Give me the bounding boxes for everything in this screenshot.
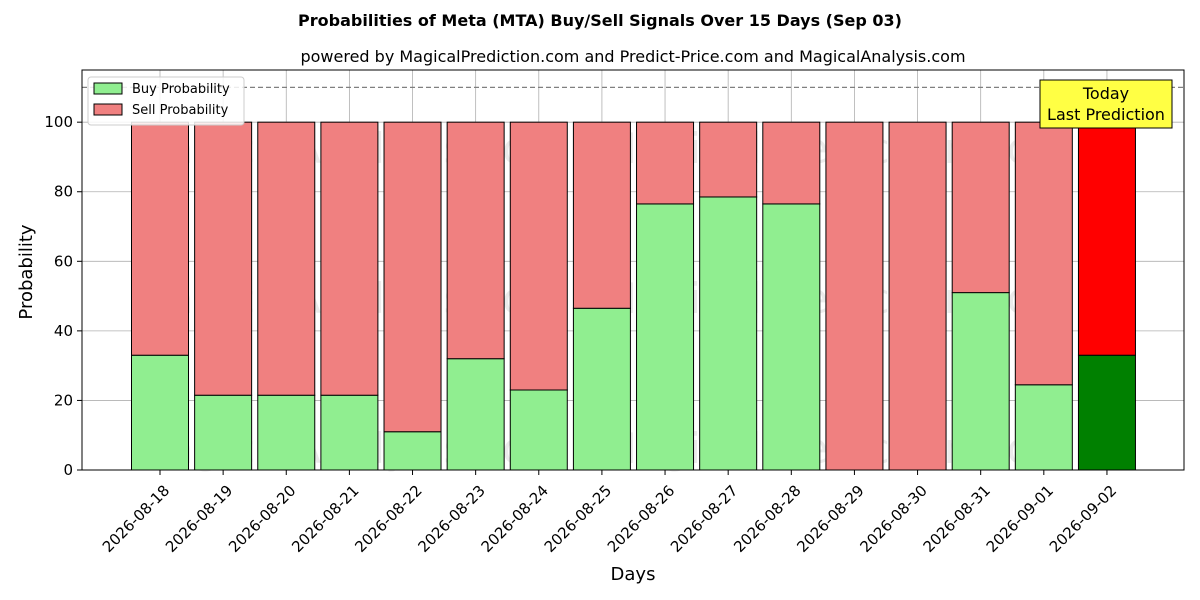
x-axis-label: Days [611, 564, 656, 585]
legend-label-sell: Sell Probability [132, 103, 229, 118]
x-tick-label: 2026-08-30 [856, 482, 930, 556]
bar-buy-2026-08-25 [572, 307, 631, 471]
chart-subtitle: powered by MagicalPrediction.com and Pre… [300, 47, 965, 66]
x-tick-label: 2026-08-19 [162, 482, 236, 556]
x-tick-label: 2026-09-01 [983, 482, 1057, 556]
x-axis: 2026-08-182026-08-192026-08-202026-08-21… [99, 470, 1120, 556]
bar-buy-2026-08-19 [194, 394, 253, 471]
x-tick-label: 2026-08-29 [793, 482, 867, 556]
bar-buy-2026-08-20 [257, 394, 316, 471]
bar-sell-2026-08-22 [383, 121, 442, 433]
x-tick-label: 2026-08-25 [541, 482, 615, 556]
bar-sell-2026-08-31 [951, 121, 1010, 294]
bar-buy-2026-08-21 [320, 394, 379, 471]
bar-buy-2026-09-01 [1014, 384, 1073, 471]
bar-sell-2026-08-29 [825, 121, 884, 471]
legend-label-buy: Buy Probability [132, 82, 230, 97]
legend-swatch-buy [93, 82, 123, 95]
x-tick-label: 2026-08-22 [351, 482, 425, 556]
bar-buy-2026-08-31 [951, 292, 1010, 471]
x-tick-label: 2026-08-27 [667, 482, 741, 556]
today-annotation: Today Last Prediction [1039, 79, 1173, 129]
bar-sell-2026-08-24 [509, 121, 568, 391]
plot-area [81, 69, 1185, 471]
bar-sell-2026-08-18 [131, 121, 189, 356]
chart-title: Probabilities of Meta (MTA) Buy/Sell Sig… [298, 11, 902, 30]
bar-sell-2026-09-01 [1014, 121, 1073, 386]
y-axis: 0 20 40 60 80 100 [44, 113, 82, 479]
x-tick-label: 2026-08-23 [415, 482, 489, 556]
bar-sell-2026-08-19 [194, 121, 253, 396]
legend-swatch-sell [93, 103, 123, 116]
bar-sell-2026-08-25 [572, 121, 631, 309]
bar-buy-2026-08-27 [699, 196, 758, 471]
x-tick-label: 2026-08-18 [99, 482, 173, 556]
bar-buy-2026-08-24 [509, 389, 568, 471]
bar-sell-2026-08-20 [257, 121, 316, 396]
bar-buy-2026-08-22 [383, 431, 442, 471]
y-axis-label: Probability [16, 224, 37, 319]
y-tick-label: 40 [54, 322, 73, 340]
y-tick-label: 100 [44, 113, 73, 131]
bar-sell-2026-08-26 [636, 121, 695, 205]
bar-sell-2026-08-30 [888, 121, 947, 471]
bar-buy-2026-08-18 [131, 354, 189, 471]
bar-buy-2026-09-02 [1077, 354, 1136, 471]
y-tick-label: 80 [54, 183, 73, 201]
x-tick-label: 2026-08-26 [604, 482, 678, 556]
legend: Buy Probability Sell Probability [87, 76, 245, 126]
x-tick-label: 2026-08-31 [920, 482, 994, 556]
x-tick-label: 2026-08-21 [288, 482, 362, 556]
annotation-line-1: Today [1082, 84, 1129, 103]
bar-sell-2026-08-28 [762, 121, 821, 205]
bar-sell-2026-08-21 [320, 121, 379, 396]
bar-sell-2026-08-23 [446, 121, 505, 360]
x-tick-label: 2026-09-02 [1046, 482, 1120, 556]
x-tick-label: 2026-08-24 [478, 482, 552, 556]
legend-box [87, 76, 245, 126]
x-tick-label: 2026-08-28 [730, 482, 804, 556]
bars [131, 121, 1136, 471]
bar-buy-2026-08-23 [446, 358, 505, 471]
bar-sell-2026-09-02 [1077, 121, 1136, 356]
bar-sell-2026-08-27 [699, 121, 758, 198]
annotation-box [1039, 79, 1173, 129]
y-tick-label: 20 [54, 391, 73, 409]
bar-buy-2026-08-28 [762, 203, 821, 471]
annotation-line-2: Last Prediction [1047, 105, 1165, 124]
x-tick-label: 2026-08-20 [225, 482, 299, 556]
y-tick-label: 60 [54, 252, 73, 270]
y-tick-label: 0 [63, 461, 73, 479]
bar-buy-2026-08-26 [636, 203, 695, 471]
